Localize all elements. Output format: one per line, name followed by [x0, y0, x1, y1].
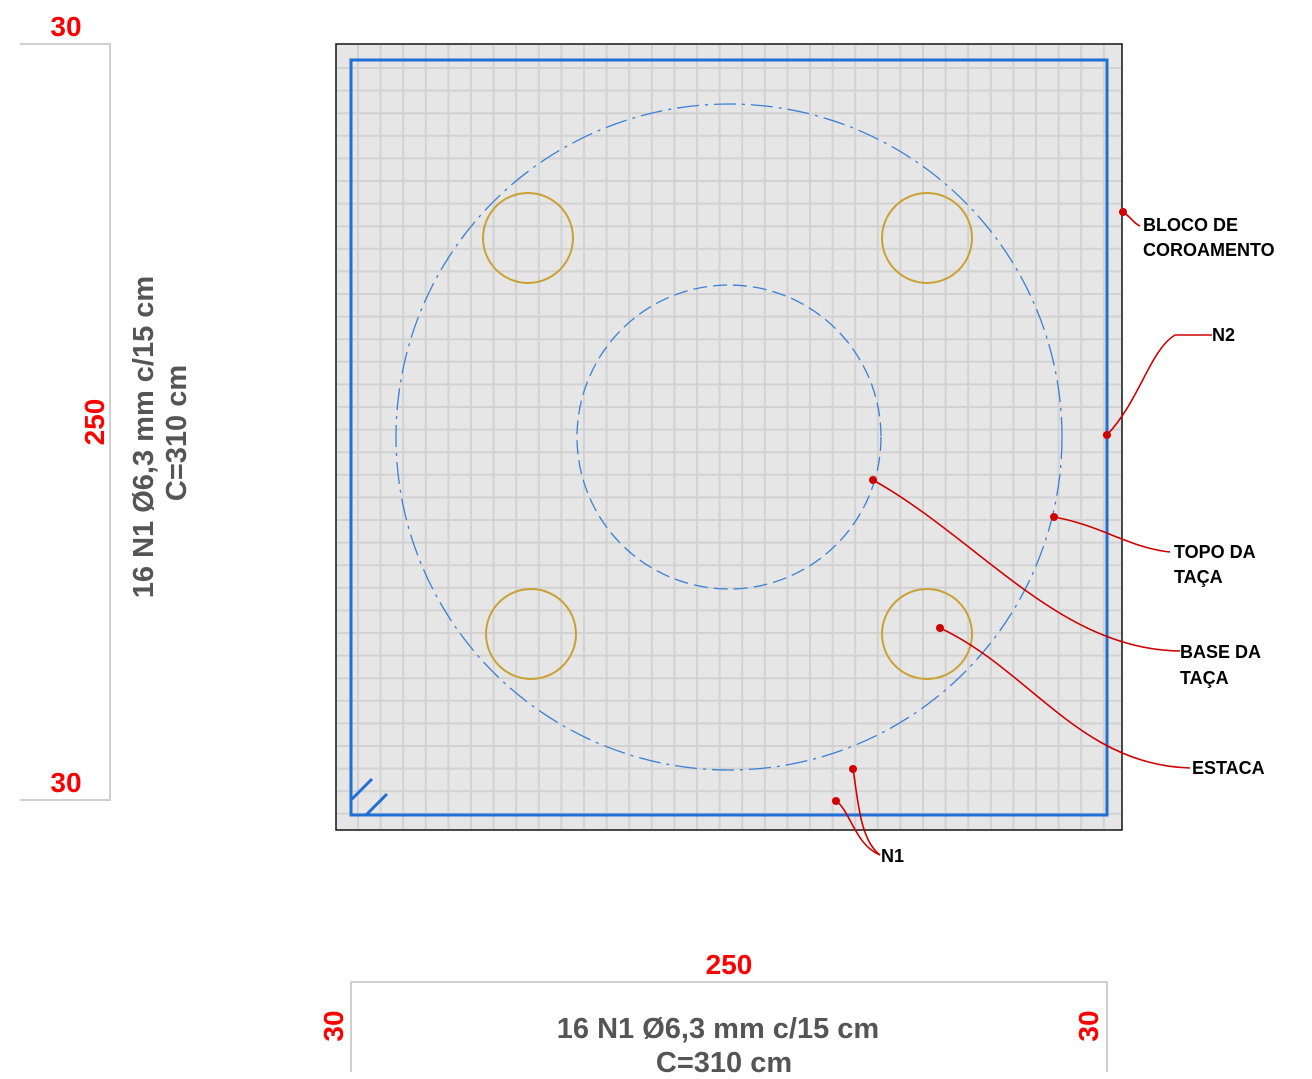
label-topo-line1: TOPO DA — [1174, 542, 1256, 562]
leader-topo — [1053, 516, 1171, 553]
bottom-span: 250 — [706, 949, 753, 980]
bottom-dimension-bracket — [350, 981, 1108, 1072]
label-topo-line2: TAÇA — [1174, 567, 1223, 587]
pile-circle — [881, 588, 973, 680]
leader-estaca — [939, 627, 1191, 769]
label-bloco-line2: COROAMENTO — [1143, 240, 1275, 260]
leader-dots — [832, 208, 1127, 805]
leader-n1-b — [835, 800, 881, 856]
cup-base-circle — [576, 284, 882, 590]
label-n1: N1 — [881, 846, 904, 866]
cup-top-circle — [395, 103, 1063, 771]
pile-circle — [881, 192, 973, 284]
rebar-grid — [337, 45, 1121, 829]
concrete-block — [335, 43, 1123, 831]
left-span: 250 — [79, 399, 110, 446]
leader-lines — [835, 211, 1212, 856]
bottom-bar-line2: C=310 cm — [656, 1047, 792, 1079]
label-bloco-line1: BLOCO DE — [1143, 215, 1238, 235]
label-n2: N2 — [1212, 325, 1235, 345]
left-bar-line2: C=310 cm — [161, 365, 193, 501]
rebar-hook — [364, 792, 389, 817]
leader-base — [872, 479, 1181, 652]
bottom-right-cover: 30 — [1073, 1010, 1104, 1041]
label-base-line2: TAÇA — [1180, 668, 1229, 688]
bottom-left-cover: 30 — [318, 1010, 349, 1041]
left-dimension-bracket — [20, 43, 111, 801]
leader-n1-a — [852, 768, 881, 856]
label-estaca: ESTACA — [1192, 758, 1265, 778]
left-top-cover: 30 — [50, 11, 81, 42]
leader-n2 — [1106, 334, 1212, 436]
pile-circle — [482, 192, 574, 284]
rebar-hook — [349, 777, 374, 802]
left-bar-line1: 16 N1 Ø6,3 mm c/15 cm — [128, 276, 160, 598]
pile-circle — [485, 588, 577, 680]
left-bottom-cover: 30 — [50, 767, 81, 798]
bottom-bar-line1: 16 N1 Ø6,3 mm c/15 cm — [557, 1013, 879, 1045]
label-base-line1: BASE DA — [1180, 642, 1261, 662]
